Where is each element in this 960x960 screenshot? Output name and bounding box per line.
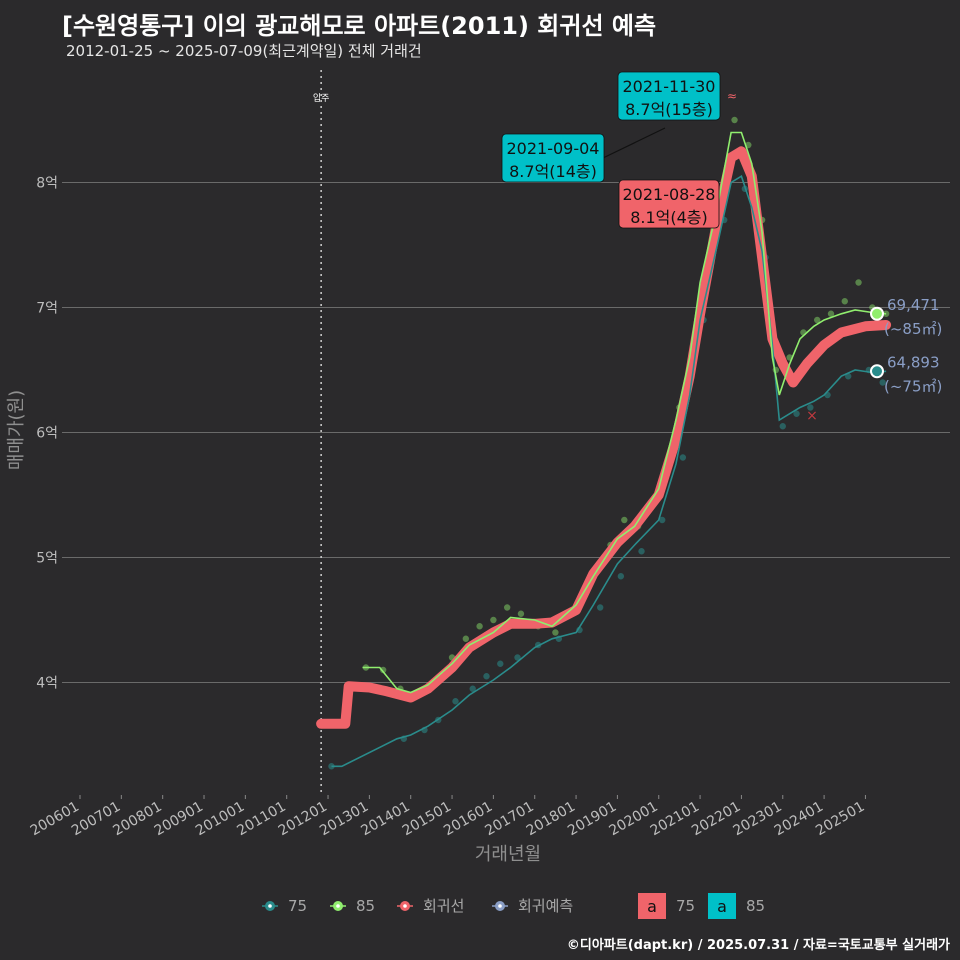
scatter-point-75 [793, 410, 800, 417]
scatter-point-85 [827, 310, 835, 317]
scatter-point-85 [503, 604, 511, 611]
y-tick-label: 4억 [36, 676, 58, 692]
scatter-point-75 [638, 548, 645, 555]
series-line-75 [331, 174, 887, 768]
annotation-box [618, 179, 720, 229]
axes: 4억5억6억7억8억200601200701200801200901201001… [6, 70, 867, 865]
legend-label: 85 [356, 897, 375, 915]
scatter-point-85 [814, 316, 821, 324]
legend-dot-center [403, 904, 407, 908]
legend-fill-swatch [708, 893, 736, 919]
annotation-2021-08-28: 2021-08-28 8.1억(4층) [618, 179, 720, 229]
annotation-box [617, 71, 721, 121]
legend-fill-85: a 85 [708, 893, 765, 919]
scatter-point-75 [469, 685, 476, 692]
end-label-area: (~85㎡) [884, 320, 942, 338]
end-label-value: 69,471 [887, 296, 940, 314]
x-axis-title: 거래년월 [475, 844, 541, 865]
scatter-point-85 [490, 616, 497, 624]
end-point-75 [870, 364, 884, 379]
legend-dot-center [498, 904, 502, 908]
scatter-point-75 [879, 379, 886, 386]
scatter-point-75 [807, 404, 814, 411]
legend-fill-label: 75 [676, 897, 695, 915]
legend-fill-glyph: a [717, 897, 727, 916]
y-tick-label: 7억 [36, 301, 58, 317]
chart-title: [수원영통구] 이의 광교해모로 아파트(2011) 회귀선 예측 [62, 12, 657, 40]
annotation-leader [602, 127, 666, 159]
annotation-text: 2021-11-30 [623, 77, 716, 96]
scatter-point-75 [617, 573, 625, 580]
scatter-point-85 [462, 635, 470, 642]
legend-dot-center [268, 904, 272, 908]
scatter-point-85 [379, 666, 387, 674]
legend-item-회귀예측: 회귀예측 [492, 897, 573, 915]
annotation-box [501, 133, 605, 183]
scatter-point-75 [452, 698, 459, 705]
annotation-text: 8.1억(4층) [630, 208, 708, 227]
source-caption: ©디아파트(dapt.kr) / 2025.07.31 / 자료=국토교통부 실… [566, 938, 950, 953]
legend-fill-glyph: a [647, 897, 657, 916]
scatter-point-85 [621, 516, 628, 524]
end-label-area: (~75㎡) [884, 377, 942, 395]
scatter-point-75 [328, 763, 335, 770]
legend-fill-swatch [638, 893, 666, 919]
end-labels: 69,471 (~85㎡) 64,893 (~75㎡) [870, 296, 942, 395]
scatter-point-75 [779, 423, 786, 430]
annotation-2021-09-04: 2021-09-04 8.7억(14층) [501, 133, 605, 183]
chart-subtitle: 2012-01-25 ~ 2025-07-09(최근계약일) 전체 거래건 [66, 42, 422, 60]
grid-lines [62, 182, 950, 683]
min-marker: × [806, 408, 818, 424]
legend-label: 회귀예측 [518, 897, 573, 915]
scatter-point-85 [855, 279, 862, 286]
annotation-text: 2021-08-28 [623, 185, 716, 204]
scatter-point-85 [882, 310, 890, 317]
scatter-point-85 [731, 116, 738, 124]
annotation-text: 2021-09-04 [507, 139, 600, 158]
legend-item-85: 85 [330, 897, 375, 915]
legend-fill-label: 85 [746, 897, 765, 915]
y-tick-label: 5억 [36, 551, 58, 567]
scatter-point-75 [514, 654, 521, 661]
legend-item-회귀선: 회귀선 [397, 897, 464, 915]
scatter-point-75 [596, 604, 604, 611]
end-point-85 [870, 306, 884, 321]
scatter-point-75 [497, 660, 504, 667]
scatter-point-75 [483, 673, 490, 680]
legend: 75 85 회귀선 회귀예측 a 75 a 85 [262, 893, 765, 919]
annotation-text: 8.7억(14층) [509, 162, 597, 181]
annotations: 2021-09-048.7억(14층)2021-11-308.7억(15층)20… [501, 71, 818, 424]
max-marker: ≈ [727, 89, 737, 103]
scatter-point-75 [658, 516, 666, 524]
legend-item-75: 75 [262, 897, 307, 915]
move-in-label: 입주 [313, 92, 330, 104]
scatter-point-85 [476, 623, 483, 630]
legend-label: 회귀선 [423, 897, 464, 915]
y-tick-label: 8억 [36, 176, 58, 192]
y-axis-title: 매매가(원) [6, 390, 27, 470]
scatter-point-85 [552, 629, 559, 636]
annotation-text: 8.7억(15층) [625, 100, 713, 119]
annotation-2021-11-30: 2021-11-30 8.7억(15층) [617, 71, 721, 121]
scatter-point-85 [841, 298, 848, 305]
series-lines [316, 131, 892, 768]
series-line-regression [316, 146, 892, 729]
legend-label: 75 [288, 897, 307, 915]
end-label-value: 64,893 [887, 353, 940, 371]
series-line-85 [362, 131, 887, 694]
legend-fill-75: a 75 [638, 893, 695, 919]
legend-dot-center [336, 904, 340, 908]
y-tick-label: 6억 [36, 426, 58, 442]
scatter-point-85 [517, 610, 525, 617]
scatter-points [328, 116, 890, 770]
scatter-point-75 [679, 454, 687, 461]
